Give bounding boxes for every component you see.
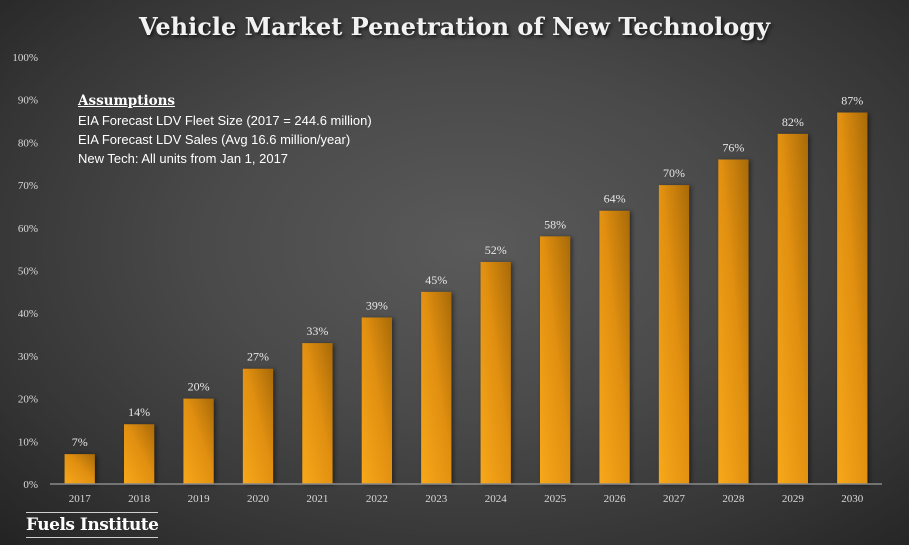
data-label: 58% — [544, 217, 566, 231]
x-tick-label: 2025 — [544, 493, 567, 505]
data-label: 64% — [604, 192, 626, 206]
bar — [242, 368, 274, 484]
y-tick-label: 30% — [18, 351, 38, 363]
x-tick-label: 2030 — [841, 493, 864, 505]
bar — [123, 424, 155, 484]
x-tick-label: 2028 — [722, 493, 745, 505]
bar — [183, 398, 214, 484]
data-label: 52% — [485, 243, 507, 257]
x-axis: 2017 2018 2019 2020 2021 2022 2023 2024 2025 2026… — [69, 493, 864, 505]
y-tick-label: 90% — [18, 95, 38, 107]
bar — [837, 112, 868, 484]
x-tick-label: 2019 — [188, 493, 211, 505]
data-label: 70% — [663, 166, 685, 180]
bar — [421, 291, 452, 484]
data-label: 20% — [188, 380, 210, 394]
x-tick-label: 2026 — [604, 493, 627, 505]
y-tick-label: 50% — [18, 266, 38, 278]
x-tick-label: 2029 — [782, 493, 805, 505]
bar — [658, 185, 690, 484]
data-label: 14% — [128, 405, 150, 419]
data-label: 27% — [247, 350, 269, 364]
assumptions-box: Assumptions EIA Forecast LDV Fleet Size … — [78, 92, 372, 168]
y-tick-label: 60% — [18, 223, 38, 235]
data-label: 87% — [841, 94, 863, 108]
fuels-institute-logo: Fuels Institute — [26, 512, 159, 538]
y-tick-label: 10% — [18, 436, 38, 448]
data-label: 82% — [782, 115, 804, 129]
x-tick-label: 2018 — [128, 493, 151, 505]
bar — [777, 133, 809, 485]
chart-title: Vehicle Market Penetration of New Techno… — [138, 12, 771, 41]
y-tick-label: 40% — [18, 308, 38, 320]
y-tick-label: 70% — [18, 180, 38, 192]
bar — [480, 261, 511, 484]
data-label: 76% — [722, 140, 744, 154]
assumption-line: New Tech: All units from Jan 1, 2017 — [78, 151, 289, 166]
y-axis: 0% 10% 20% 30% 40% 50% 60% 70% 80% 90% 100% — [12, 52, 38, 491]
x-tick-label: 2020 — [247, 493, 270, 505]
y-tick-label: 0% — [23, 479, 38, 491]
data-label: 33% — [306, 324, 328, 338]
y-tick-label: 20% — [18, 394, 38, 406]
bars: 7% 14% 20% 27% 33% 39% 45% 52% 58% 64% 70% 76% 82% 87… — [64, 94, 868, 485]
data-label: 39% — [366, 298, 388, 312]
x-tick-label: 2023 — [425, 493, 448, 505]
x-tick-label: 2017 — [69, 493, 92, 505]
x-tick-label: 2022 — [366, 493, 388, 505]
bar — [599, 210, 630, 484]
bar — [302, 343, 333, 484]
data-label: 45% — [425, 273, 447, 287]
assumptions-heading: Assumptions — [78, 93, 175, 109]
y-tick-label: 100% — [12, 52, 38, 64]
assumption-line: EIA Forecast LDV Sales (Avg 16.6 million… — [78, 132, 351, 147]
x-tick-label: 2027 — [663, 493, 686, 505]
y-tick-label: 80% — [18, 137, 38, 149]
bar — [361, 317, 393, 484]
bar — [718, 159, 749, 485]
data-label: 7% — [72, 435, 88, 449]
x-tick-label: 2024 — [485, 493, 508, 505]
x-tick-label: 2021 — [306, 493, 328, 505]
bar — [539, 236, 571, 484]
assumption-line: EIA Forecast LDV Fleet Size (2017 = 244.… — [78, 113, 372, 128]
bar — [64, 454, 95, 484]
